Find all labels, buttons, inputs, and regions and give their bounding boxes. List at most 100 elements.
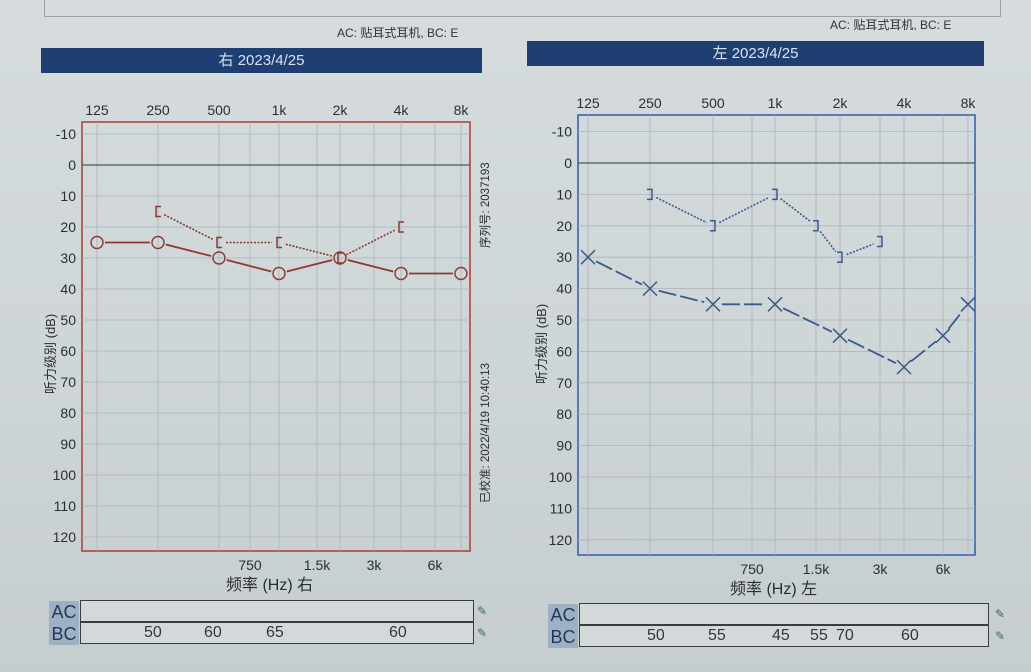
series-line xyxy=(655,196,708,224)
bracket-left-marker-icon xyxy=(276,236,282,249)
series-line xyxy=(347,259,394,273)
x-tick-label-top: 4k xyxy=(897,95,913,111)
x-tick-label-bottom: 3k xyxy=(367,557,383,573)
series-line xyxy=(226,259,272,273)
bracket-right-marker-icon xyxy=(772,188,778,201)
x-tick-label-bottom: 750 xyxy=(238,557,262,573)
serial-number: 序列号: 2037193 xyxy=(480,162,492,248)
right-bc-mask-icon: ✎ xyxy=(477,626,488,640)
x-marker-icon xyxy=(832,328,848,344)
series-line xyxy=(782,307,833,333)
left-ac-label: AC xyxy=(548,604,578,626)
x-marker-icon xyxy=(896,359,912,375)
y-tick-label: 80 xyxy=(60,405,76,421)
left-ac-mask-icon: ✎ xyxy=(995,607,1006,621)
x-tick-label-top: 250 xyxy=(146,102,170,118)
left-bc-250: 50 xyxy=(647,627,665,644)
series-line xyxy=(595,260,643,286)
y-tick-label: 0 xyxy=(68,157,76,173)
y-tick-label: 10 xyxy=(60,188,76,204)
bracket-right-marker-icon xyxy=(837,251,843,263)
series-line xyxy=(947,310,964,330)
series-line xyxy=(780,198,811,223)
circle-marker-icon xyxy=(394,266,408,281)
left-ear-banner: 左 2023/4/25 xyxy=(527,41,984,66)
x-tick-label-top: 4k xyxy=(394,102,410,118)
y-tick-label: 100 xyxy=(549,469,573,485)
series-line xyxy=(819,230,837,253)
bracket-left-marker-icon xyxy=(155,205,161,218)
series-line xyxy=(847,338,897,364)
circle-marker-icon xyxy=(212,251,226,265)
transducer-note-left: AC: 贴耳式耳机, BC: E xyxy=(830,18,952,32)
bracket-right-marker-icon xyxy=(877,235,883,248)
x-tick-label-bottom: 1.5k xyxy=(803,561,830,577)
right-ear-banner: 右 2023/4/25 xyxy=(41,48,482,73)
right-ac-label: AC xyxy=(49,601,79,623)
y-tick-label: 100 xyxy=(53,467,77,483)
left-bc-500: 55 xyxy=(708,627,726,644)
bracket-left-marker-icon xyxy=(216,236,222,249)
right-bc-1k: 65 xyxy=(266,624,284,641)
y-tick-label: -10 xyxy=(552,124,572,140)
y-tick-label: 30 xyxy=(60,250,76,266)
y-tick-label: 40 xyxy=(556,281,572,297)
x-marker-icon xyxy=(935,328,951,344)
x-tick-label-bottom: 6k xyxy=(428,557,444,573)
x-tick-label-top: 8k xyxy=(961,95,977,111)
right-y-axis-label: 听力级别 (dB) xyxy=(40,314,59,394)
right-bc-500: 60 xyxy=(204,624,222,641)
left-threshold-table: AC BC 50 55 45 55 70 60 ✎ ✎ xyxy=(548,603,1018,651)
x-tick-label-top: 2k xyxy=(333,102,349,118)
y-tick-label: 20 xyxy=(556,218,572,234)
x-tick-label-bottom: 1.5k xyxy=(304,557,331,573)
left-x-axis-label: 频率 (Hz) 左 xyxy=(730,581,818,598)
y-tick-label: 0 xyxy=(564,155,572,171)
right-threshold-table: AC BC 50 60 65 60 ✎ ✎ xyxy=(49,600,509,648)
y-tick-label: 60 xyxy=(556,343,572,359)
series-line xyxy=(846,243,874,256)
y-tick-label: 70 xyxy=(60,374,76,390)
left-bc-1k: 45 xyxy=(772,627,790,644)
x-tick-label-top: 500 xyxy=(207,102,231,118)
x-tick-label-bottom: 750 xyxy=(740,561,764,577)
x-tick-label-top: 2k xyxy=(833,95,849,111)
left-ac-row xyxy=(579,603,989,625)
series-line xyxy=(658,289,705,303)
y-tick-label: 50 xyxy=(556,312,572,328)
y-tick-label: 120 xyxy=(53,529,77,545)
y-tick-label: -10 xyxy=(56,126,76,142)
x-tick-label-top: 125 xyxy=(576,95,600,111)
x-marker-icon xyxy=(705,296,721,312)
right-x-axis-label: 频率 (Hz) 右 xyxy=(226,577,314,594)
right-ac-mask-icon: ✎ xyxy=(477,604,488,618)
left-bc-4k: 60 xyxy=(901,627,919,644)
y-tick-label: 10 xyxy=(556,186,572,202)
left-ear-audiogram: -10 0 10 20 30 40 50 60 70 80 90 100 110 120 125 250 500… xyxy=(549,95,977,577)
y-tick-label: 20 xyxy=(60,219,76,235)
x-tick-label-bottom: 3k xyxy=(873,561,889,577)
right-bc-row: 50 60 65 60 xyxy=(80,622,474,644)
left-bc-2k: 70 xyxy=(836,627,854,644)
bracket-left-marker-icon xyxy=(398,221,404,233)
y-tick-label: 50 xyxy=(60,312,76,328)
y-tick-label: 90 xyxy=(60,436,76,452)
y-tick-label: 60 xyxy=(60,343,76,359)
x-tick-label-top: 250 xyxy=(638,95,662,111)
bracket-right-marker-icon xyxy=(647,188,653,201)
series-line xyxy=(910,340,937,363)
series-line xyxy=(165,243,212,257)
circle-marker-icon xyxy=(151,235,165,250)
y-tick-label: 40 xyxy=(60,281,76,297)
series-line xyxy=(286,259,333,273)
x-marker-icon xyxy=(767,296,783,312)
x-marker-icon xyxy=(580,249,596,265)
x-marker-icon xyxy=(960,296,976,312)
plot-frame xyxy=(577,114,976,556)
left-bc-mask-icon: ✎ xyxy=(995,629,1006,643)
x-tick-label-top: 1k xyxy=(272,102,288,118)
y-tick-label: 80 xyxy=(556,406,572,422)
top-info-box xyxy=(44,0,1001,17)
series-line xyxy=(285,243,334,258)
